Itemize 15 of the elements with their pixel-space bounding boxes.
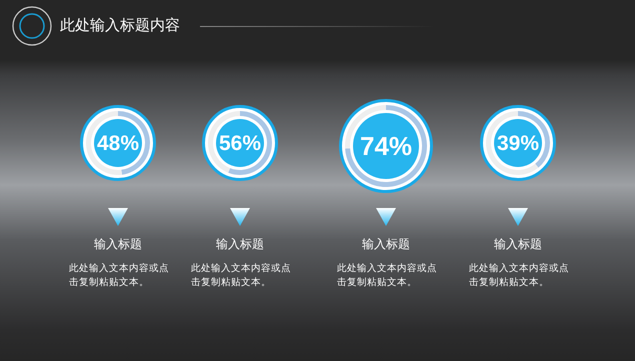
text: 74% [360, 131, 412, 161]
text: 输入标题 [493, 236, 543, 253]
text: 此处输入文本内容或点击复制粘贴文本。 [337, 262, 438, 289]
text: 输入标题 [93, 236, 143, 253]
text: 此处输入文本内容或点击复制粘贴文本。 [69, 262, 170, 289]
text: 48% [96, 132, 140, 155]
text: 此处输入文本内容或点击复制粘贴文本。 [469, 262, 570, 289]
text: 此处输入标题内容 [60, 15, 180, 35]
donut-slice [345, 105, 427, 187]
text: 56% [218, 132, 262, 155]
donut-slice [486, 111, 538, 175]
text: 输入标题 [215, 236, 265, 253]
text: 此处输入文本内容或点击复制粘贴文本。 [191, 262, 292, 289]
text: 39% [496, 132, 540, 155]
text: 输入标题 [361, 236, 411, 253]
